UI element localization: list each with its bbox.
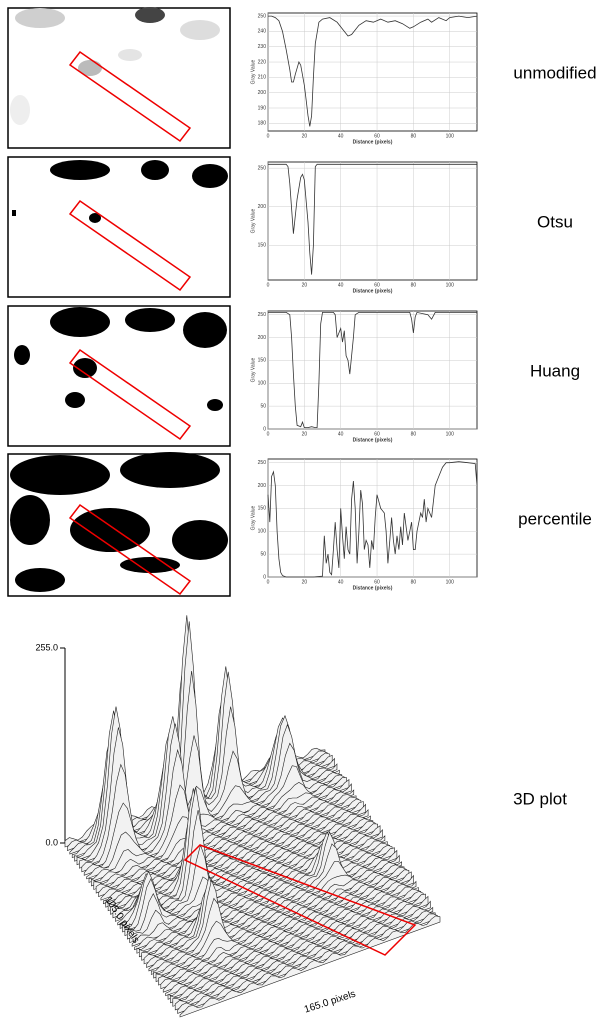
surface-ridge [114, 788, 376, 922]
y-axis-label: Gray Value [250, 59, 256, 84]
surface-ridge [83, 723, 345, 876]
x-axis-label: Distance (pixels) [353, 437, 393, 443]
x-tick-label: 80 [411, 431, 417, 437]
x-tick-label: 60 [374, 133, 380, 139]
selection-outline [183, 844, 417, 956]
y-axis-label: Gray Value [250, 357, 256, 382]
surface-ridge [98, 796, 359, 898]
surface-ridge [162, 891, 424, 993]
y-tick-label: 150 [258, 506, 267, 512]
x-tick-label: 60 [374, 579, 380, 585]
y-tick-label: 200 [258, 483, 267, 489]
x-axis-label: Distance (pixels) [353, 139, 393, 145]
y-tick-label: 200 [258, 90, 267, 96]
x-tick-label: 100 [446, 431, 455, 437]
x-tick-label: 20 [302, 579, 308, 585]
x-tick-label: 20 [302, 133, 308, 139]
width-label: 165.0 pixels [303, 989, 357, 1016]
y-tick-label: 150 [258, 358, 267, 364]
y-tick-label: 220 [258, 59, 267, 65]
z-top-label: 255.0 [35, 642, 58, 652]
x-tick-label: 20 [302, 282, 308, 288]
x-axis-label: Distance (pixels) [353, 585, 393, 591]
x-tick-label: 80 [411, 282, 417, 288]
profile-line [268, 163, 477, 275]
surface-ridge [179, 915, 441, 1018]
x-tick-label: 0 [267, 579, 270, 585]
row-label: unmodified [513, 63, 596, 82]
x-tick-label: 0 [267, 133, 270, 139]
x-tick-label: 20 [302, 431, 308, 437]
y-tick-label: 190 [258, 105, 267, 111]
row-label: percentile [518, 509, 592, 528]
plot-frame [267, 161, 478, 281]
y-tick-label: 150 [258, 243, 267, 249]
surface-ridge [88, 778, 350, 883]
y-tick-label: 200 [258, 204, 267, 210]
y-tick-label: 240 [258, 29, 267, 35]
surface-ridge [86, 748, 347, 880]
row-label: Otsu [537, 212, 573, 231]
x-tick-label: 40 [338, 282, 344, 288]
x-tick-label: 60 [374, 282, 380, 288]
surface-ridge [119, 809, 381, 929]
surface-ridge [177, 913, 438, 1014]
y-tick-label: 100 [258, 529, 267, 535]
surface-ridge [117, 787, 379, 926]
image-unmodified [7, 7, 231, 149]
x-tick-label: 100 [446, 579, 455, 585]
x-tick-label: 40 [338, 579, 344, 585]
x-tick-label: 100 [446, 133, 455, 139]
x-tick-label: 80 [411, 133, 417, 139]
y-tick-label: 0 [263, 426, 266, 432]
y-tick-label: 230 [258, 44, 267, 50]
surface-plot [60, 615, 441, 1018]
x-tick-label: 40 [338, 133, 344, 139]
plot-frame [267, 458, 478, 578]
surface-label: 3D plot [513, 789, 567, 808]
y-tick-label: 50 [260, 403, 266, 409]
y-tick-label: 200 [258, 335, 267, 341]
x-tick-label: 0 [267, 431, 270, 437]
surface-ridge [167, 895, 429, 1000]
y-axis-label: Gray Value [250, 208, 256, 233]
y-tick-label: 250 [258, 165, 267, 171]
profile-line [268, 311, 477, 428]
plot-frame [267, 12, 478, 132]
y-tick-label: 180 [258, 121, 267, 127]
surface-ridge [160, 888, 422, 990]
y-tick-label: 250 [258, 312, 267, 318]
row-label: Huang [530, 361, 580, 380]
y-tick-label: 50 [260, 551, 266, 557]
z-bottom-label: 0.0 [45, 837, 58, 847]
plot-frame [267, 310, 478, 430]
y-tick-label: 250 [258, 460, 267, 466]
image-huang [7, 305, 231, 447]
image-otsu [7, 156, 231, 298]
y-tick-label: 210 [258, 75, 267, 81]
x-tick-label: 40 [338, 431, 344, 437]
image-percentile [7, 452, 231, 597]
surface-ridge [165, 893, 426, 997]
y-axis-label: Gray Value [250, 505, 256, 530]
x-axis-label: Distance (pixels) [353, 288, 393, 294]
y-tick-label: 0 [263, 574, 266, 580]
y-tick-label: 100 [258, 381, 267, 387]
x-tick-label: 60 [374, 431, 380, 437]
profile-line [267, 461, 478, 578]
x-tick-label: 80 [411, 579, 417, 585]
y-tick-label: 250 [258, 13, 267, 19]
profile-line [268, 15, 478, 127]
x-tick-label: 100 [446, 282, 455, 288]
x-tick-label: 0 [267, 282, 270, 288]
